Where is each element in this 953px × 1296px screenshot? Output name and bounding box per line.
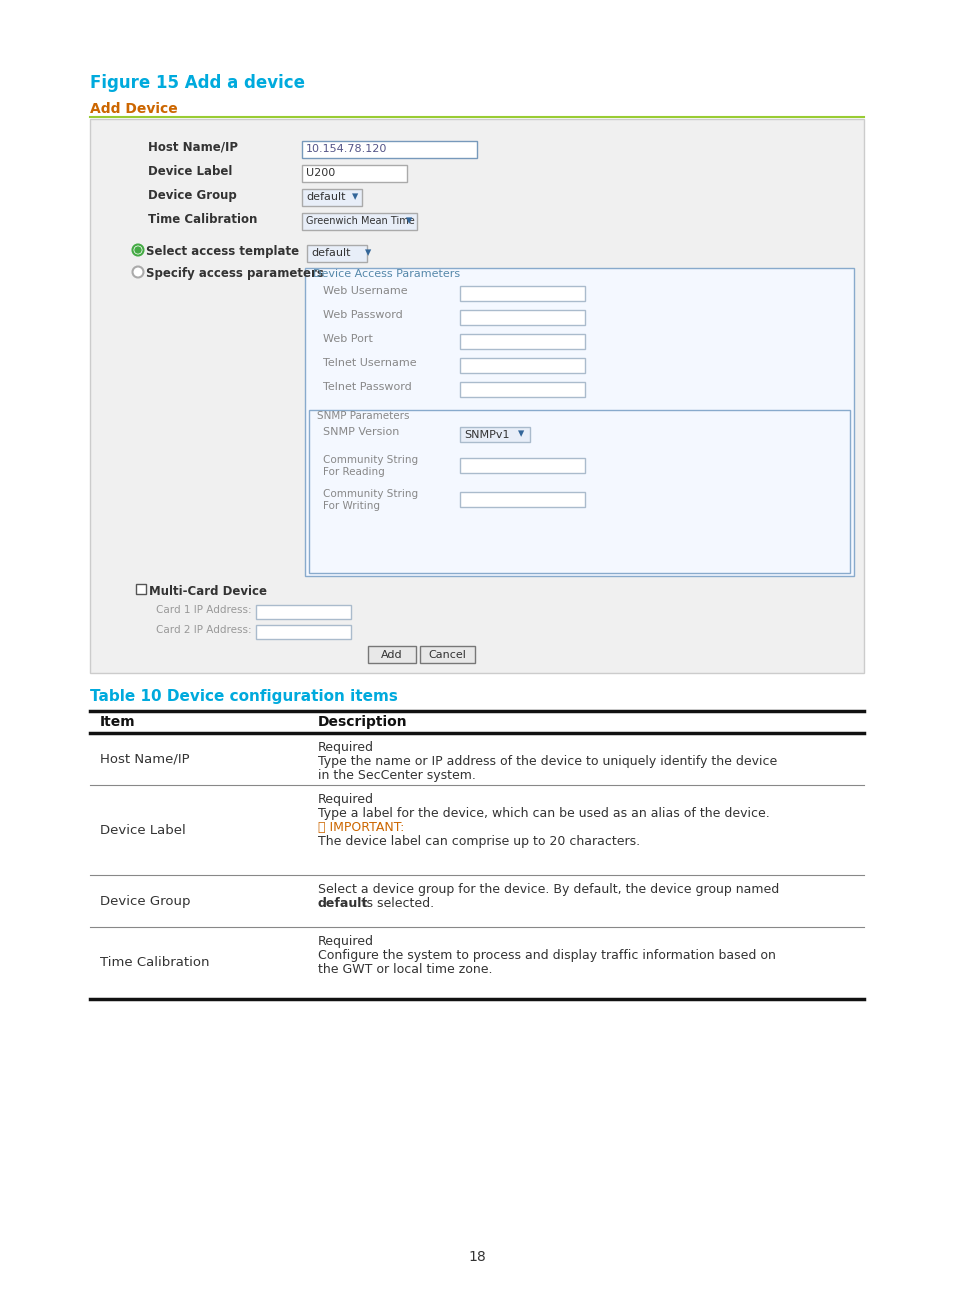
Text: Type the name or IP address of the device to uniquely identify the device: Type the name or IP address of the devic… [317, 756, 777, 769]
Circle shape [132, 267, 143, 277]
Bar [255, 625, 351, 639]
Text: Required: Required [317, 934, 374, 947]
Bar [90, 119, 863, 673]
Text: Greenwich Mean Time: Greenwich Mean Time [306, 216, 415, 227]
Bar [302, 165, 407, 181]
Text: Add Device: Add Device [90, 102, 177, 117]
Text: Device Label: Device Label [100, 823, 186, 836]
Text: the GWT or local time zone.: the GWT or local time zone. [317, 963, 492, 976]
Text: ▾: ▾ [365, 246, 371, 259]
Circle shape [135, 248, 141, 253]
Bar [302, 141, 476, 158]
Text: Device Label: Device Label [148, 165, 233, 178]
Text: ▾: ▾ [406, 215, 412, 228]
Text: Telnet Username: Telnet Username [323, 358, 416, 368]
Text: Web Password: Web Password [323, 310, 402, 320]
Text: SNMPv1: SNMPv1 [463, 429, 509, 439]
Bar [302, 213, 416, 229]
Text: Device Access Parameters: Device Access Parameters [313, 270, 459, 279]
Bar [459, 492, 584, 507]
Bar [307, 245, 367, 262]
Text: The device label can comprise up to 20 characters.: The device label can comprise up to 20 c… [317, 835, 639, 848]
Bar [255, 605, 351, 619]
Text: Web Port: Web Port [323, 334, 373, 343]
Text: Card 1 IP Address:: Card 1 IP Address: [156, 605, 252, 616]
Bar [459, 426, 530, 442]
Bar [459, 457, 584, 473]
Circle shape [132, 245, 143, 255]
Text: Telnet Password: Telnet Password [323, 382, 412, 391]
Text: Item: Item [100, 715, 135, 728]
Text: Host Name/IP: Host Name/IP [148, 141, 237, 154]
Text: in the SecCenter system.: in the SecCenter system. [317, 769, 476, 781]
Text: Community String: Community String [323, 455, 417, 465]
Text: Time Calibration: Time Calibration [100, 956, 210, 969]
Bar [368, 645, 416, 664]
Bar [136, 584, 146, 594]
Text: ▾: ▾ [517, 428, 524, 441]
Bar [459, 310, 584, 325]
Text: 10.154.78.120: 10.154.78.120 [306, 144, 387, 154]
Bar [459, 358, 584, 373]
Text: Figure 15 Add a device: Figure 15 Add a device [90, 74, 305, 92]
Text: Time Calibration: Time Calibration [148, 213, 257, 226]
Text: Community String: Community String [323, 489, 417, 499]
Bar [302, 189, 361, 206]
Text: 18: 18 [468, 1251, 485, 1264]
Text: default: default [306, 193, 345, 202]
Text: Card 2 IP Address:: Card 2 IP Address: [156, 625, 252, 635]
Text: Cancel: Cancel [428, 651, 465, 660]
Text: ⓘ IMPORTANT:: ⓘ IMPORTANT: [317, 820, 404, 835]
Bar [459, 286, 584, 301]
Text: Device Group: Device Group [100, 894, 191, 907]
Text: default: default [317, 897, 368, 910]
Bar [309, 410, 849, 573]
Text: U200: U200 [306, 168, 335, 179]
Text: Configure the system to process and display traffic information based on: Configure the system to process and disp… [317, 949, 775, 962]
Text: is selected.: is selected. [358, 897, 434, 910]
Text: Type a label for the device, which can be used as an alias of the device.: Type a label for the device, which can b… [317, 807, 769, 820]
Text: SNMP Parameters: SNMP Parameters [316, 411, 409, 421]
Text: SNMP Version: SNMP Version [323, 426, 399, 437]
Text: Host Name/IP: Host Name/IP [100, 753, 190, 766]
Text: Multi-Card Device: Multi-Card Device [149, 584, 267, 597]
Text: Description: Description [317, 715, 407, 728]
Bar [459, 334, 584, 349]
Text: Web Username: Web Username [323, 286, 407, 295]
Bar [305, 268, 853, 575]
Bar [419, 645, 475, 664]
Text: Add: Add [381, 651, 402, 660]
Text: Select a device group for the device. By default, the device group named: Select a device group for the device. By… [317, 883, 779, 896]
Text: Device Group: Device Group [148, 189, 236, 202]
Text: Select access template: Select access template [146, 245, 299, 258]
Text: Required: Required [317, 741, 374, 754]
Text: For Writing: For Writing [323, 502, 379, 511]
Text: Table 10 Device configuration items: Table 10 Device configuration items [90, 689, 397, 704]
Text: Specify access parameters: Specify access parameters [146, 267, 323, 280]
Text: ▾: ▾ [352, 191, 358, 203]
Bar [459, 382, 584, 397]
Text: Required: Required [317, 793, 374, 806]
Text: default: default [311, 249, 350, 258]
Text: For Reading: For Reading [323, 467, 384, 477]
